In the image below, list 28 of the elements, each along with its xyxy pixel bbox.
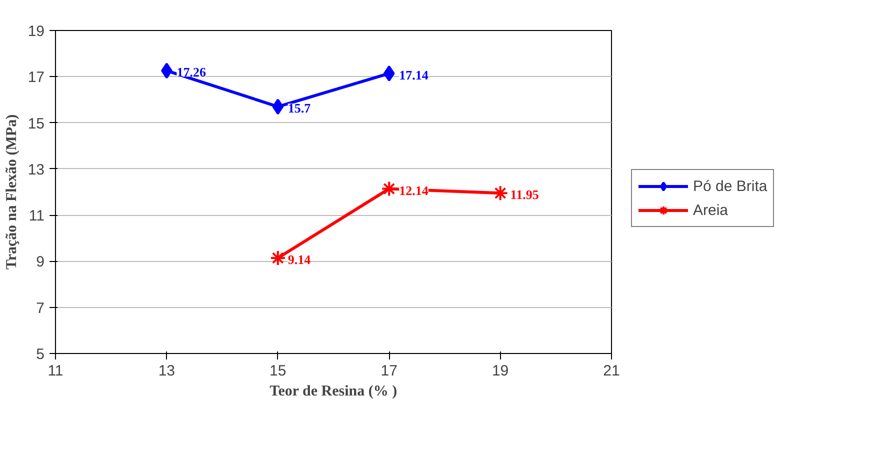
data-label: 17.26 xyxy=(176,64,206,80)
y-axis-title: Tração na Flexão (MPa) xyxy=(4,114,20,270)
x-tick-label: 21 xyxy=(603,362,620,380)
y-tick-label: 7 xyxy=(36,300,44,317)
data-label: 12.14 xyxy=(399,182,429,198)
point xyxy=(492,185,508,202)
point xyxy=(272,98,284,115)
x-axis-title: Teor de Resina (% ) xyxy=(270,384,398,400)
data-label: 15.7 xyxy=(288,100,312,116)
y-tick-label: 11 xyxy=(28,208,45,225)
x-tick-label: 11 xyxy=(48,362,64,380)
y-tick-label: 15 xyxy=(28,115,45,132)
data-label: 11.95 xyxy=(510,187,540,202)
y-tick-label: 13 xyxy=(28,161,45,178)
point xyxy=(383,65,395,82)
legend-label: Areia xyxy=(693,202,728,218)
y-tick-label: 9 xyxy=(36,254,44,271)
legend-label: Pó de Brita xyxy=(693,178,768,194)
data-label: 17.14 xyxy=(399,67,429,82)
point xyxy=(270,250,286,266)
data-label: 9.14 xyxy=(288,252,312,267)
x-tick-label: 13 xyxy=(158,362,176,380)
y-tick-label: 5 xyxy=(36,346,44,363)
y-tick-label: 17 xyxy=(28,69,45,86)
x-tick-label: 17 xyxy=(380,362,398,380)
x-tick-label: 15 xyxy=(270,362,286,380)
y-tick-label: 19 xyxy=(28,23,45,40)
x-tick-label: 19 xyxy=(492,362,509,380)
